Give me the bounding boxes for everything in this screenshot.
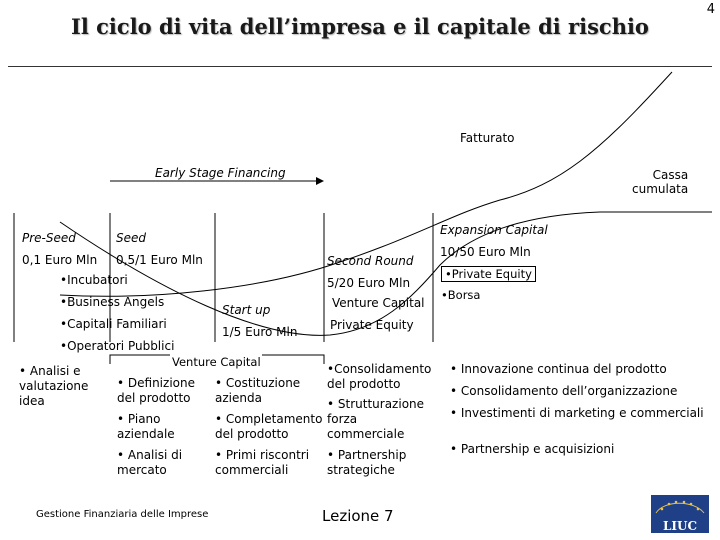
activity-consolidamento-organizzazione: • Consolidamento dell’organizzazione — [450, 384, 678, 398]
source-capitali-familiari: •Capitali Familiari — [60, 317, 167, 331]
stage-expansion: Expansion Capital — [440, 223, 548, 237]
source-private-equity-second: Private Equity — [330, 318, 414, 332]
stage-pre-seed: Pre-Seed — [22, 231, 76, 245]
activity-definizione-prodotto: • Definizione del prodotto — [117, 376, 195, 405]
source-business-angels: •Business Angels — [60, 295, 165, 309]
source-borsa: •Borsa — [441, 288, 481, 302]
activity-piano-aziendale: • Piano aziendale — [117, 412, 175, 441]
cash-label-line1: Cassa — [652, 168, 689, 182]
source-operatori-pubblici: •Operatori Pubblici — [60, 339, 175, 353]
early-stage-arrowhead — [316, 177, 324, 185]
early-stage-label: Early Stage Financing — [155, 166, 286, 180]
slide-number: 4 — [706, 2, 715, 17]
source-private-equity-exp: •Private Equity — [441, 266, 536, 282]
amount-expansion: 10/50 Euro Mln — [440, 245, 531, 259]
activity-analisi-idea: • Analisi e valutazione idea — [19, 364, 89, 408]
source-venture-capital-mid: Venture Capital — [172, 355, 261, 369]
cash-curve — [59, 211, 712, 336]
activity-primi-riscontri: • Primi riscontri commerciali — [215, 448, 310, 477]
venture-capital-bracket-right — [262, 354, 325, 364]
amount-start-up: 1/5 Euro Mln — [222, 325, 298, 339]
slide-title: Il ciclo di vita dell’impresa e il capit… — [71, 14, 649, 39]
revenue-label: Fatturato — [460, 131, 515, 145]
activity-partnership-acquisizioni: • Partnership e acquisizioni — [450, 442, 615, 456]
stage-second-round: Second Round — [327, 254, 414, 268]
stage-start-up: Start up — [222, 303, 271, 317]
activity-investimenti-marketing: • Investimenti di marketing e commercial… — [450, 406, 704, 420]
venture-capital-bracket — [109, 354, 170, 364]
title-rule — [8, 66, 712, 67]
activity-consolidamento-prodotto: •Consolidamento del prodotto — [327, 362, 432, 391]
activity-analisi-mercato: • Analisi di mercato — [117, 448, 183, 477]
source-venture-capital-second: Venture Capital — [332, 296, 425, 310]
activity-completamento-prodotto: • Completamento del prodotto — [215, 412, 323, 441]
cash-label-line2: cumulata — [632, 182, 689, 196]
source-incubatori: •Incubatori — [60, 273, 128, 287]
activity-partnership-strategiche: • Partnership strategiche — [327, 448, 407, 477]
stage-seed: Seed — [116, 231, 146, 245]
cash-label: Cassa cumulata — [632, 168, 688, 196]
amount-seed: 0,5/1 Euro Mln — [116, 253, 203, 267]
activity-strutturazione-forza: • Strutturazione forza commerciale — [327, 397, 425, 441]
footer-lesson: Lezione 7 — [322, 507, 394, 525]
activity-innovazione-continua: • Innovazione continua del prodotto — [450, 362, 667, 376]
footer-course: Gestione Finanziaria delle Imprese — [36, 509, 209, 520]
amount-second-round: 5/20 Euro Mln — [327, 276, 411, 290]
revenue-curve — [59, 71, 673, 297]
amount-pre-seed: 0,1 Euro Mln — [22, 253, 98, 267]
activity-costituzione-azienda: • Costituzione azienda — [215, 376, 301, 405]
